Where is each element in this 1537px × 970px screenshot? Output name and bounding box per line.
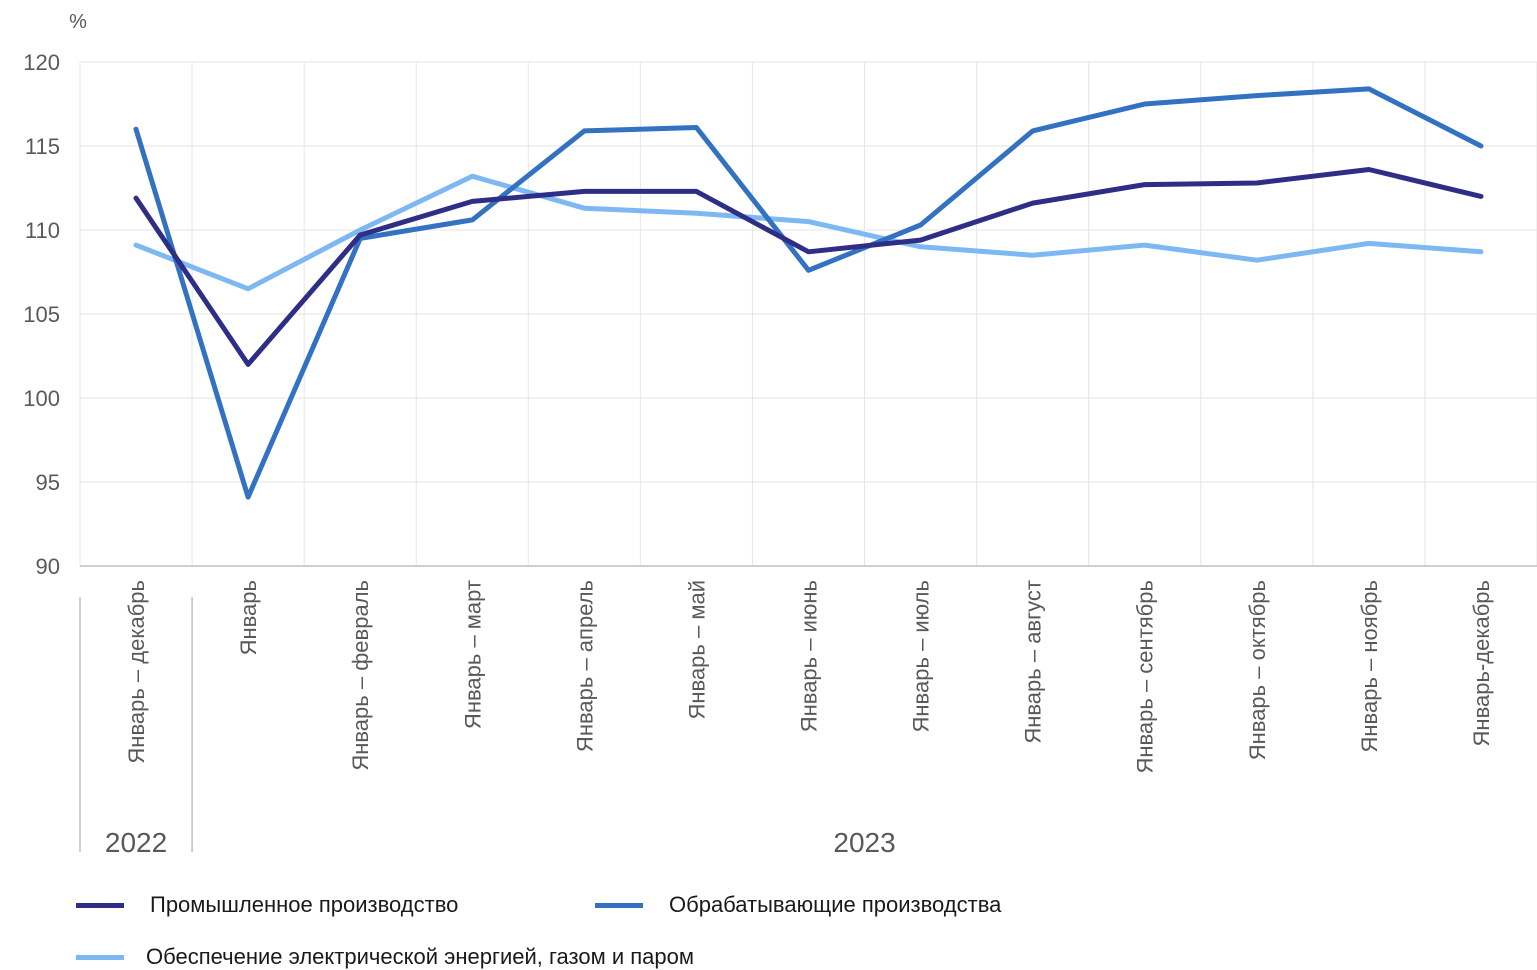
y-tick-label: 90 [36,554,60,579]
x-tick-label: Январь [236,580,261,655]
x-tick-label: Январь – февраль [348,580,373,771]
y-axis-unit-label: % [69,11,87,33]
x-tick-label: Январь – август [1021,580,1046,744]
series-line [133,86,1484,500]
x-tick-label: Январь – июль [909,580,934,732]
series-line [133,167,1484,367]
x-tick-label: Январь – май [684,580,709,720]
group-label: 2022 [105,827,167,858]
x-tick-label: Январь – декабрь [124,580,149,764]
x-tick-label: Январь – октябрь [1245,580,1270,760]
y-tick-label: 120 [23,50,60,75]
x-tick-label: Январь – март [460,580,485,729]
y-tick-label: 115 [25,134,60,159]
x-tick-label: Январь – апрель [572,580,597,752]
x-tick-label: Январь – июнь [797,580,822,732]
y-tick-label: 95 [36,470,60,495]
y-tick-label: 110 [25,218,60,243]
x-tick-label: Январь – ноябрь [1357,580,1382,752]
series-line [133,173,1484,292]
y-tick-label: 105 [23,302,60,327]
y-tick-label: 100 [23,386,60,411]
x-tick-label: Январь – сентябрь [1133,580,1158,774]
x-tick-label: Январь-декабрь [1469,580,1494,746]
group-label: 2023 [833,827,895,858]
